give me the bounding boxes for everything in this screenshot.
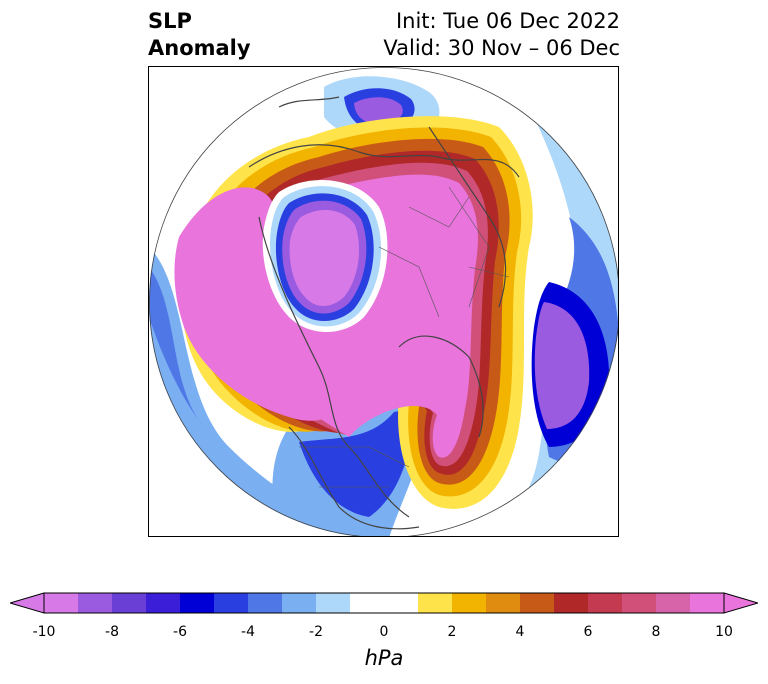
colorbar-segment <box>588 593 623 613</box>
colorbar-extend-low <box>10 592 45 614</box>
colorbar-segment <box>520 593 555 613</box>
colorbar-tick-labels: -10 -8 -6 -4 -2 0 2 4 6 8 10 <box>0 622 768 642</box>
neg-anomaly-south-core <box>299 411 411 517</box>
colorbar-segment <box>112 593 147 613</box>
colorbar-segment <box>690 593 725 613</box>
colorbar-segment <box>248 593 283 613</box>
title-variable: SLP <box>148 9 192 33</box>
colorbar-segment <box>146 593 181 613</box>
neg-anomaly-hudson-core <box>289 210 360 306</box>
colorbar-segment <box>316 593 351 613</box>
colorbar-tick-label: 10 <box>715 624 733 640</box>
colorbar-segment <box>656 593 691 613</box>
map-boundary <box>149 67 618 536</box>
colorbar-outline <box>43 592 725 614</box>
colorbar-segment <box>180 593 215 613</box>
colorbar-tick-label: -4 <box>241 624 255 640</box>
slp-anomaly-map <box>149 67 618 536</box>
colorbar-tick-label: 0 <box>379 624 389 640</box>
colorbar-segment <box>622 593 657 613</box>
title-variable-type: Anomaly <box>148 36 251 60</box>
colorbar-segment <box>282 593 317 613</box>
colorbar-segment <box>214 593 249 613</box>
colorbar-tick-label: -8 <box>105 624 119 640</box>
colorbar-segments <box>44 593 725 613</box>
colorbar-segment <box>44 593 79 613</box>
coastlines <box>248 86 610 530</box>
colorbar-segment <box>78 593 113 613</box>
colorbar-segment <box>384 593 419 613</box>
map-panel <box>148 66 619 537</box>
colorbar <box>10 592 758 614</box>
colorbar-tick-label: 2 <box>447 624 457 640</box>
neg-anomaly-east-core <box>534 302 590 429</box>
colorbar-tick-label: 4 <box>515 624 525 640</box>
valid-period: Valid: 30 Nov – 06 Dec <box>383 36 620 60</box>
colorbar-segment <box>554 593 589 613</box>
colorbar-tick-label: 6 <box>583 624 593 640</box>
colorbar-extend-high <box>723 592 758 614</box>
neg-anomaly-pacific-inner <box>149 267 204 427</box>
colorbar-segment <box>418 593 453 613</box>
colorbar-unit: hPa <box>364 646 404 670</box>
colorbar-tick-label: -2 <box>309 624 323 640</box>
colorbar-segment <box>350 593 385 613</box>
colorbar-tick-label: -10 <box>32 624 56 640</box>
pos-anomaly-west-lobe <box>174 187 336 421</box>
colorbar-segment <box>486 593 521 613</box>
borders <box>299 186 510 488</box>
anomaly-field <box>149 67 618 536</box>
colorbar-segment <box>452 593 487 613</box>
colorbar-tick-label: 8 <box>651 624 661 640</box>
title-left: SLP Anomaly <box>148 8 251 62</box>
neg-anomaly-top-core <box>354 97 403 125</box>
init-time: Init: Tue 06 Dec 2022 <box>395 9 620 33</box>
title-right: Init: Tue 06 Dec 2022 Valid: 30 Nov – 06… <box>383 8 620 62</box>
colorbar-tick-label: -6 <box>173 624 187 640</box>
